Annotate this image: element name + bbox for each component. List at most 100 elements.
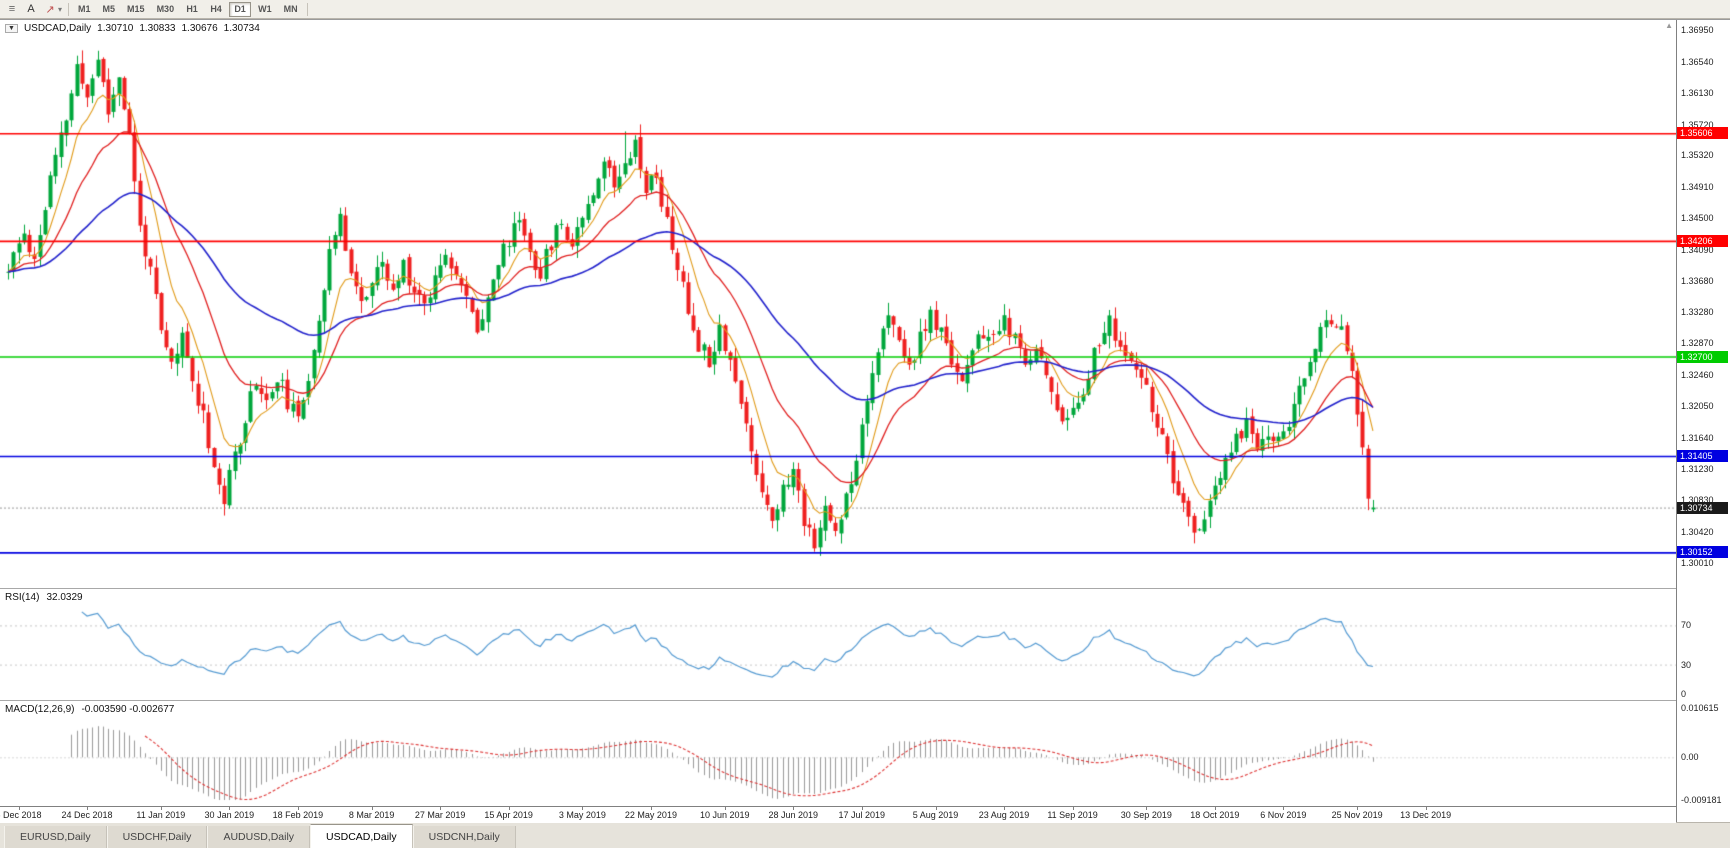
macd-axis-label: 0.010615 (1681, 703, 1719, 713)
macd-axis-label: -0.009181 (1681, 795, 1722, 805)
price-tick-label: 1.33280 (1681, 306, 1714, 317)
price-pane: ▼ USDCAD,Daily 1.30710 1.30833 1.30676 1… (0, 20, 1676, 588)
date-label: 30 Sep 2019 (1120, 810, 1172, 820)
date-tick-mark (440, 807, 442, 810)
price-axis[interactable]: 1.36950 1.36540 1.36130 1.35720 1.35320 1.349… (1676, 20, 1730, 822)
date-label: 18 Feb 2019 (272, 810, 324, 820)
symbol-info: ▼ USDCAD,Daily 1.30710 1.30833 1.30676 1… (5, 23, 260, 34)
date-tick-mark (508, 807, 510, 810)
rsi-name: RSI(14) (5, 592, 40, 603)
rsi-canvas[interactable] (0, 590, 1676, 700)
lines-tool-icon[interactable]: ≡ (8, 3, 16, 15)
text-tool-icon[interactable]: A (27, 3, 35, 15)
date-axis[interactable]: 5 Dec 2018 24 Dec 2018 11 Jan 2019 30 Jan 2… (0, 806, 1676, 823)
price-tick-label: 1.36540 (1681, 56, 1714, 67)
date-label: 8 Mar 2019 (348, 810, 395, 820)
rsi-label: RSI(14) 32.0329 (5, 592, 83, 603)
scroll-to-end-icon[interactable]: ▲ (1665, 21, 1673, 30)
symbol-tab-audusd[interactable]: AUDUSD,Daily (207, 826, 311, 848)
date-label: 3 May 2019 (558, 810, 606, 820)
macd-pane: MACD(12,26,9) -0.003590 -0.002677 (0, 702, 1676, 806)
date-label: 5 Aug 2019 (912, 810, 959, 820)
rsi-axis-label: 30 (1681, 659, 1692, 670)
arrows-tool-icon[interactable]: ↗ (45, 3, 55, 16)
timeframe-m30-button[interactable]: M30 (156, 4, 175, 14)
rsi-pane: RSI(14) 32.0329 (0, 590, 1676, 700)
ohlc-close: 1.30734 (223, 23, 260, 34)
date-tick-mark (935, 807, 937, 810)
timeframe-w1-button[interactable]: W1 (258, 4, 272, 14)
date-tick-mark (861, 807, 863, 810)
toolbar-separator (306, 2, 308, 16)
price-tick-label: 1.30010 (1681, 558, 1714, 569)
timeframe-d1-button[interactable]: D1 (229, 1, 252, 17)
price-tick-label: 1.32460 (1681, 369, 1714, 380)
ohlc-open: 1.30710 (97, 23, 134, 34)
date-label: 15 Apr 2019 (484, 810, 533, 820)
macd-name: MACD(12,26,9) (5, 704, 75, 715)
date-tick-mark (1357, 807, 1359, 810)
date-label: 17 Jul 2019 (838, 810, 886, 820)
pane-separator[interactable] (0, 588, 1676, 590)
date-tick-mark (160, 807, 162, 810)
price-tick-label: 1.34500 (1681, 213, 1714, 224)
symbol-tab-usdcnh[interactable]: USDCNH,Daily (412, 826, 516, 848)
date-label: 18 Oct 2019 (1190, 810, 1240, 820)
one-click-trading-collapse-icon[interactable]: ▼ (5, 24, 18, 33)
rsi-axis-label: 70 (1681, 620, 1692, 631)
date-label: 23 Aug 2019 (978, 810, 1030, 820)
date-label: 22 May 2019 (624, 810, 677, 820)
ohlc-low: 1.30676 (181, 23, 218, 34)
timeframe-m15-button[interactable]: M15 (127, 4, 145, 14)
timeframe-buttons-group: M1 M5 M15 M30 H1 H4 D1 W1 MN (73, 1, 303, 17)
price-tick-label: 1.30420 (1681, 526, 1714, 537)
price-tick-label: 1.31640 (1681, 432, 1714, 443)
chart-region: ▼ USDCAD,Daily 1.30710 1.30833 1.30676 1… (0, 19, 1730, 823)
price-tick-label: 1.36950 (1681, 25, 1714, 35)
price-tick-label: 1.30830 (1681, 495, 1714, 506)
level-price-tag: 1.31405 (1677, 450, 1728, 463)
level-price-tag: 1.35606 (1677, 127, 1728, 140)
top-toolbar: ≡ A ↗ ▾ M1 M5 M15 M30 H1 H4 D1 W1 MN (0, 0, 1730, 19)
date-tick-mark (18, 807, 20, 810)
timeframe-mn-button[interactable]: MN (283, 4, 298, 14)
timeframe-m5-button[interactable]: M5 (102, 4, 116, 14)
date-tick-mark (650, 807, 652, 810)
date-label: 11 Sep 2019 (1047, 810, 1098, 820)
price-tick-label: 1.36130 (1681, 88, 1714, 98)
level-price-tag: 1.32700 (1677, 350, 1728, 363)
date-tick-mark (1214, 807, 1216, 810)
date-tick-mark (1004, 807, 1006, 810)
date-tick-mark (1425, 807, 1427, 810)
date-label: 30 Jan 2019 (204, 810, 255, 820)
chart-tabs-bar: EURUSD,Daily USDCHF,Daily AUDUSD,Daily USDC… (0, 822, 1730, 848)
pane-separator[interactable] (0, 700, 1676, 702)
macd-axis-label: 0.00 (1681, 752, 1699, 763)
price-tick-label: 1.35720 (1681, 119, 1714, 130)
date-tick-mark (1146, 807, 1148, 810)
symbol-tab-usdcad[interactable]: USDCAD,Daily (310, 824, 413, 848)
price-tick-label: 1.32050 (1681, 401, 1714, 412)
price-chart-canvas[interactable] (0, 20, 1676, 588)
timeframe-h1-button[interactable]: H1 (186, 4, 198, 14)
date-label: 5 Dec 2018 (0, 810, 42, 820)
timeframe-h4-button[interactable]: H4 (210, 4, 222, 14)
date-tick-mark (1072, 807, 1074, 810)
macd-canvas[interactable] (0, 702, 1676, 806)
arrows-tool-dropdown-caret-icon[interactable]: ▾ (58, 4, 63, 14)
date-tick-mark (724, 807, 726, 810)
chart-panes: ▼ USDCAD,Daily 1.30710 1.30833 1.30676 1… (0, 20, 1676, 823)
current-price-tag: 1.30734 (1677, 501, 1728, 514)
date-label: 27 Mar 2019 (414, 810, 466, 820)
date-label: 6 Nov 2019 (1260, 810, 1307, 820)
symbol-tab-usdchf[interactable]: USDCHF,Daily (106, 826, 208, 848)
symbol-tab-eurusd[interactable]: EURUSD,Daily (4, 826, 107, 848)
timeframe-m1-button[interactable]: M1 (78, 4, 91, 14)
date-tick-mark (297, 807, 299, 810)
level-price-tag: 1.30152 (1677, 546, 1728, 559)
price-tick-label: 1.33680 (1681, 276, 1714, 287)
price-tick-label: 1.35320 (1681, 150, 1714, 161)
rsi-axis-label: 0 (1681, 689, 1687, 699)
symbol-label: USDCAD,Daily (23, 23, 92, 34)
